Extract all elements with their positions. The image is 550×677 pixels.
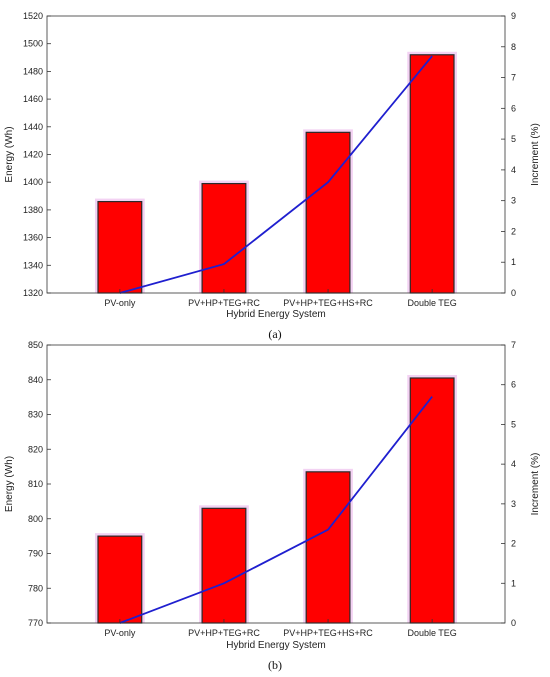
y2-tick-label: 5 (511, 134, 516, 144)
y2-tick-label: 3 (511, 196, 516, 206)
x-axis-label: Hybrid Energy System (226, 640, 325, 651)
y-tick-label: 790 (28, 549, 43, 559)
bar (201, 507, 247, 624)
x-tick-label: PV+HP+TEG+HS+RC (283, 298, 373, 308)
y2-tick-label: 1 (511, 257, 516, 267)
y-tick-label: 830 (28, 410, 43, 420)
y2-axis-label: Increment (%) (530, 123, 541, 186)
bar (305, 131, 351, 294)
y-tick-label: 800 (28, 514, 43, 524)
x-tick-label: PV-only (104, 298, 136, 308)
y-tick-label: 1400 (23, 177, 43, 187)
y-tick-label: 1500 (23, 39, 43, 49)
y2-tick-label: 2 (511, 539, 516, 549)
y2-tick-label: 0 (511, 288, 516, 298)
y2-tick-label: 6 (511, 380, 516, 390)
y-tick-label: 840 (28, 375, 43, 385)
y2-tick-label: 6 (511, 103, 516, 113)
y2-tick-label: 1 (511, 578, 516, 588)
figure-caption: (b) (268, 658, 282, 672)
y-tick-label: 820 (28, 444, 43, 454)
x-tick-label: PV-only (104, 628, 136, 638)
y2-tick-label: 7 (511, 340, 516, 350)
chart-b: 770 780 790 800 810 820 830 840 850 0 1 2 3 4 5 6 7 PV-on… (4, 340, 541, 672)
y-tick-label: 1520 (23, 11, 43, 21)
bar (409, 377, 455, 624)
bar (97, 200, 143, 294)
x-tick-label: PV+HP+TEG+HS+RC (283, 628, 373, 638)
bar (305, 471, 351, 624)
y2-tick-label: 3 (511, 499, 516, 509)
y2-tick-label: 9 (511, 11, 516, 21)
y-tick-label: 1320 (23, 288, 43, 298)
increment-line (119, 55, 433, 294)
y2-tick-label: 4 (511, 459, 516, 469)
x-tick-label: PV+HP+TEG+RC (188, 298, 260, 308)
y2-tick-label: 8 (511, 42, 516, 52)
y-tick-label: 850 (28, 340, 43, 350)
y-tick-label: 1460 (23, 94, 43, 104)
x-tick-label: PV+HP+TEG+RC (188, 628, 260, 638)
y-tick-label: 770 (28, 618, 43, 628)
y-tick-label: 1360 (23, 233, 43, 243)
bar (97, 535, 143, 624)
y-tick-label: 1480 (23, 66, 43, 76)
y-tick-label: 1380 (23, 205, 43, 215)
y-tick-label: 1440 (23, 122, 43, 132)
y-tick-label: 1340 (23, 260, 43, 270)
y-tick-label: 1420 (23, 150, 43, 160)
y2-tick-label: 4 (511, 165, 516, 175)
y-tick-label: 780 (28, 583, 43, 593)
increment-line (119, 396, 433, 624)
y2-tick-label: 7 (511, 73, 516, 83)
bar (409, 54, 455, 294)
figure-caption: (a) (268, 327, 281, 341)
x-tick-label: Double TEG (407, 298, 456, 308)
y2-tick-label: 5 (511, 419, 516, 429)
y-axis-label: Energy (Wh) (4, 126, 15, 182)
bar (201, 182, 247, 294)
y-tick-label: 810 (28, 479, 43, 489)
y2-tick-label: 2 (511, 226, 516, 236)
y2-tick-label: 0 (511, 618, 516, 628)
y2-axis-label: Increment (%) (530, 453, 541, 516)
x-axis-label: Hybrid Energy System (226, 309, 325, 320)
chart-a: 1320134013601380140014201440146014801500… (4, 11, 541, 341)
y-axis-label: Energy (Wh) (4, 456, 15, 512)
x-tick-label: Double TEG (407, 628, 456, 638)
